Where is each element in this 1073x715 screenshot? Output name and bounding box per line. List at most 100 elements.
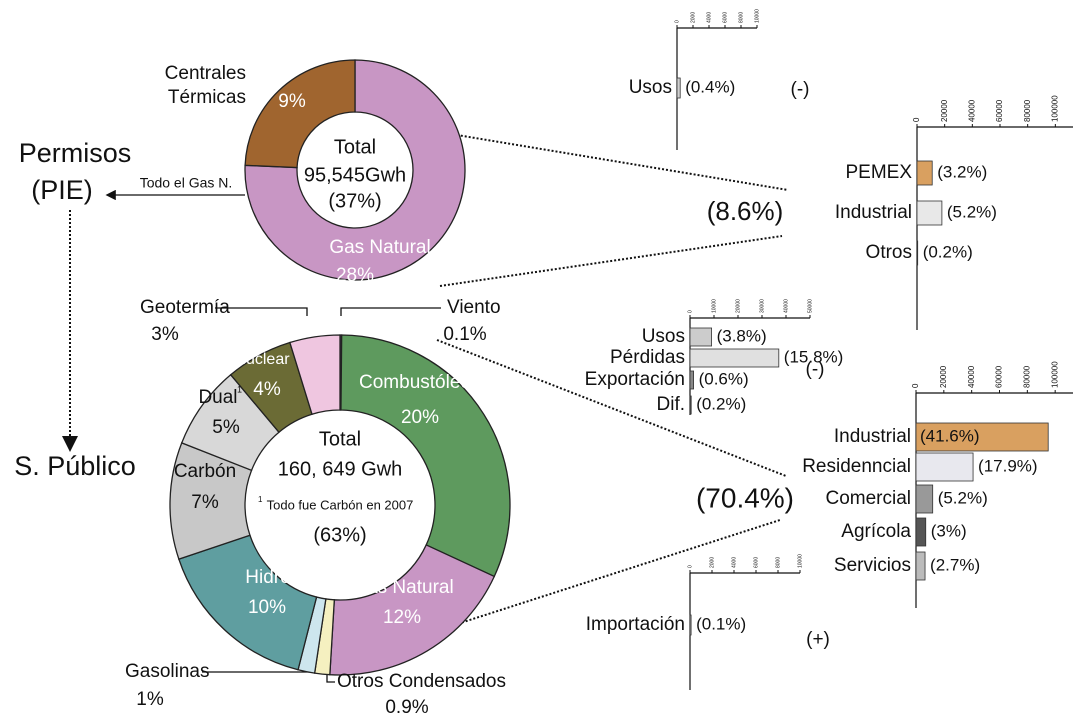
x-tick-label: 10000 (711, 299, 717, 313)
slice-name: Gasolinas (125, 661, 210, 682)
share-label: (2.7%) (930, 555, 980, 574)
share-label: (0.4%) (685, 77, 735, 96)
x-tick-label: 60000 (995, 365, 1004, 388)
slice-name: Hidro (245, 567, 290, 588)
center-text: 160, 649 Gwh (278, 458, 403, 480)
center-text: Total (319, 428, 361, 450)
category-label: Residenncial (802, 456, 911, 477)
zoom-line (419, 519, 781, 637)
x-tick-label: 0 (687, 565, 693, 568)
slice-name: Dual (198, 387, 237, 408)
x-tick-label: 30000 (759, 299, 765, 313)
slice (244, 59, 356, 169)
bar (916, 240, 919, 266)
slice-name: Gas Natural (352, 577, 453, 598)
slice-value: 10% (248, 597, 286, 618)
x-tick-label: 40000 (967, 99, 976, 122)
x-tick-label: 6000 (753, 557, 759, 568)
bar (689, 327, 713, 347)
bar (689, 370, 694, 390)
source: Permisos (19, 138, 132, 168)
share-label: (0.2%) (923, 242, 973, 261)
x-tick-label: 0 (687, 310, 693, 313)
x-tick-label: 0 (674, 20, 680, 23)
slice-value: 7% (191, 492, 219, 513)
category-label: Exportación (585, 369, 685, 390)
bar (689, 614, 692, 636)
slice-value: 20% (401, 407, 439, 428)
category-label: Usos (642, 326, 685, 347)
share-label: (5.2%) (947, 202, 997, 221)
share-label: (41.6%) (920, 426, 980, 445)
share-label: (0.1%) (696, 614, 746, 633)
x-tick-label: 20000 (735, 299, 741, 313)
x-tick-label: 4000 (731, 557, 737, 568)
x-tick-label: 10000 (797, 554, 803, 568)
slice-value: 3% (151, 324, 179, 345)
category-label: Agrícola (841, 521, 911, 542)
zoom-line (444, 132, 789, 191)
bar (915, 517, 927, 547)
category-label: Usos (629, 77, 672, 98)
slice-name: Otros Condensados (337, 671, 506, 692)
x-tick-label: 8000 (775, 557, 781, 568)
x-tick-label: 40000 (967, 365, 976, 388)
x-tick-label: 100000 (1050, 361, 1059, 388)
x-tick-label: 60000 (995, 99, 1004, 122)
center-text: (37%) (328, 190, 381, 212)
share-label: (0.2%) (696, 394, 746, 413)
share-label: (3.8%) (717, 326, 767, 345)
x-tick-label: 0 (911, 383, 920, 388)
x-tick-label: 6000 (722, 12, 728, 23)
slice-name: Centrales Térmicas (164, 63, 246, 108)
slice-value: 0.1% (443, 324, 486, 345)
sign: (-) (806, 359, 825, 380)
x-tick-label: 0 (912, 117, 921, 122)
bar (915, 452, 974, 482)
slice (289, 334, 341, 416)
bar (689, 348, 780, 368)
category-label: Pérdidas (610, 347, 685, 368)
bar (915, 551, 926, 581)
source-sub: (PIE) (31, 175, 93, 205)
x-tick-label: 50000 (807, 299, 813, 313)
center-text: Total (334, 136, 376, 158)
x-tick-label: 80000 (1023, 99, 1032, 122)
leader (215, 307, 308, 316)
x-tick-label: 10000 (754, 9, 760, 23)
x-tick-label: 2000 (709, 557, 715, 568)
x-tick-label: 20000 (939, 365, 948, 388)
x-tick-label: 2000 (690, 12, 696, 23)
bar (915, 484, 934, 514)
x-tick-label: 100000 (1050, 95, 1059, 122)
sign: (+) (806, 629, 830, 650)
x-tick-label: 80000 (1022, 365, 1031, 388)
slice-value: 9% (278, 91, 306, 112)
sign: (-) (791, 79, 810, 100)
slice-value: 4% (253, 379, 281, 400)
center-text: 95,545Gwh (304, 164, 406, 186)
slice-name: Geotermía (140, 297, 230, 318)
share-label: (0.6%) (699, 369, 749, 388)
category-label: Industrial (835, 202, 912, 223)
bar (676, 77, 681, 99)
share-label: (3%) (931, 521, 967, 540)
slice (244, 59, 466, 281)
center-text: Todo fue Carbón en 2007 (267, 497, 414, 512)
category-label: Servicios (834, 555, 911, 576)
share-label: (3.2%) (937, 162, 987, 181)
center-text: (63%) (313, 524, 366, 546)
slice (340, 334, 511, 578)
slice-name-text: Centrales Térmicas (164, 63, 246, 108)
category-label: Industrial (834, 426, 911, 447)
leader (340, 307, 441, 316)
slice (329, 544, 496, 676)
share-label: (17.9%) (978, 456, 1038, 475)
slice-value: 1% (136, 689, 164, 710)
share-label: (15.8%) (784, 347, 844, 366)
x-tick-label: 20000 (940, 99, 949, 122)
note-mark: 1 (237, 384, 242, 394)
note-mark: 1 (258, 495, 263, 504)
bar (916, 200, 943, 226)
